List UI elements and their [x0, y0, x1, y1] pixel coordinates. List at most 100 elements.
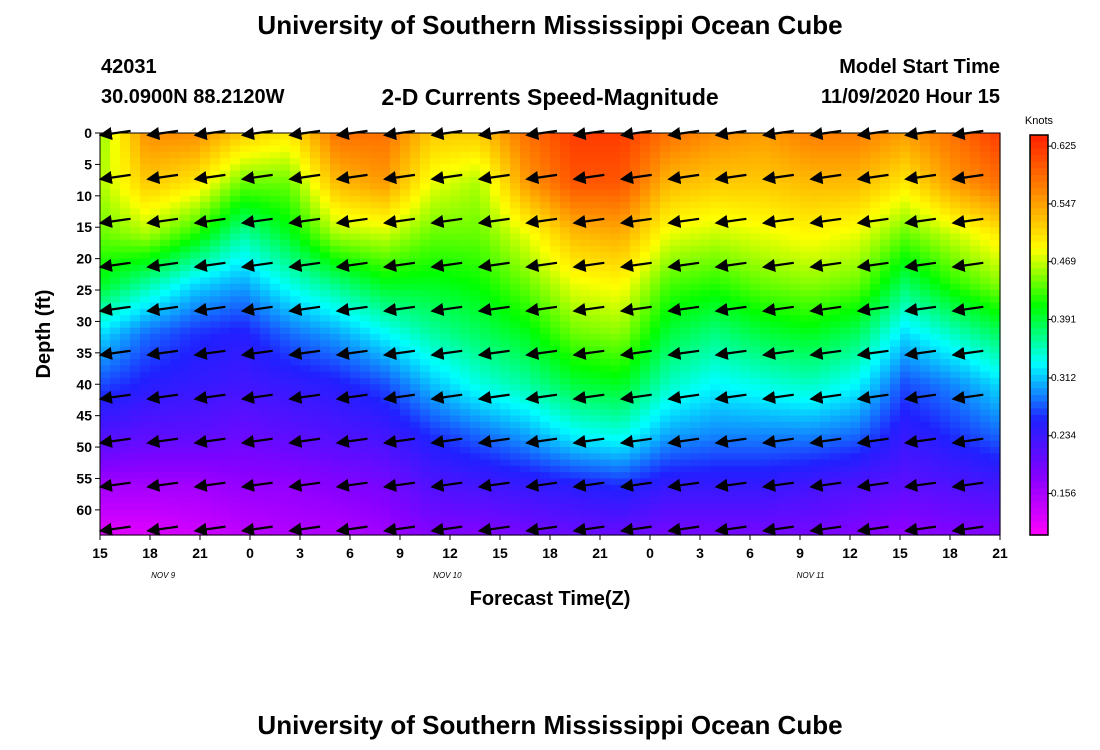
heatmap-cell: [290, 145, 301, 153]
heatmap-cell: [970, 472, 981, 480]
heatmap-cell: [100, 139, 111, 147]
heatmap-cell: [940, 403, 951, 410]
heatmap-cell: [820, 428, 831, 436]
heatmap-cell: [220, 271, 231, 279]
heatmap-cell: [840, 315, 851, 323]
heatmap-cell: [430, 421, 441, 429]
heatmap-cell: [860, 145, 871, 153]
heatmap-cell: [920, 170, 931, 178]
heatmap-cell: [400, 428, 411, 436]
heatmap-cell: [480, 151, 491, 159]
heatmap-cell: [760, 252, 771, 260]
heatmap-cell: [910, 472, 921, 480]
heatmap-cell: [360, 233, 371, 241]
heatmap-cell: [650, 302, 661, 310]
heatmap-cell: [680, 139, 691, 147]
heatmap-cell: [420, 352, 431, 360]
heatmap-cell: [120, 158, 131, 166]
heatmap-cell: [310, 202, 321, 209]
heatmap-cell: [460, 428, 471, 436]
heatmap-cell: [520, 334, 531, 341]
heatmap-cell: [650, 428, 661, 436]
heatmap-cell: [730, 327, 741, 335]
heatmap-cell: [620, 384, 631, 392]
heatmap-cell: [880, 170, 891, 178]
heatmap-cell: [490, 220, 501, 228]
heatmap-cell: [950, 283, 961, 291]
heatmap-cell: [400, 421, 411, 429]
heatmap-cell: [610, 195, 621, 203]
heatmap-cell: [230, 151, 241, 159]
heatmap-cell: [270, 151, 281, 159]
heatmap-cell: [430, 170, 441, 178]
heatmap-cell: [780, 447, 791, 454]
heatmap-cell: [990, 296, 1001, 304]
heatmap-cell: [650, 139, 661, 147]
heatmap-cell: [290, 340, 301, 348]
heatmap-cell: [590, 164, 601, 172]
heatmap-cell: [770, 384, 781, 392]
heatmap-cell: [460, 365, 471, 373]
heatmap-cell: [570, 202, 581, 209]
heatmap-cell: [430, 208, 441, 216]
heatmap-cell: [170, 277, 181, 285]
heatmap-cell: [180, 283, 191, 291]
heatmap-cell: [240, 296, 251, 304]
heatmap-cell: [430, 283, 441, 291]
heatmap-cell: [280, 459, 291, 467]
heatmap-cell: [930, 365, 941, 373]
heatmap-cell: [120, 264, 131, 272]
heatmap-cell: [510, 390, 521, 398]
heatmap-cell: [900, 214, 911, 222]
heatmap-cell: [210, 252, 221, 260]
heatmap-cell: [830, 465, 841, 473]
heatmap-cell: [530, 164, 541, 172]
heatmap-cell: [730, 283, 741, 291]
heatmap-cell: [180, 415, 191, 423]
heatmap-cell: [660, 158, 671, 166]
heatmap-cell: [320, 453, 331, 461]
heatmap-cell: [250, 252, 261, 260]
heatmap-cell: [270, 246, 281, 253]
heatmap-cell: [370, 170, 381, 178]
heatmap-cell: [110, 415, 121, 423]
heatmap-cell: [750, 271, 761, 279]
heatmap-cell: [210, 315, 221, 323]
heatmap-cell: [450, 183, 461, 191]
heatmap-cell: [630, 308, 641, 316]
heatmap-cell: [480, 472, 491, 480]
heatmap-cell: [120, 315, 131, 323]
heatmap-cell: [430, 271, 441, 279]
heatmap-cell: [490, 227, 501, 235]
heatmap-cell: [970, 277, 981, 285]
heatmap-cell: [500, 214, 511, 222]
heatmap-cell: [390, 403, 401, 410]
heatmap-cell: [250, 384, 261, 392]
heatmap-cell: [340, 421, 351, 429]
chart-name: 2-D Currents Speed-Magnitude: [381, 84, 719, 110]
heatmap-cell: [380, 296, 391, 304]
heatmap-cell: [940, 346, 951, 354]
heatmap-cell: [890, 170, 901, 178]
heatmap-cell: [690, 390, 701, 398]
heatmap-cell: [450, 296, 461, 304]
heatmap-cell: [950, 415, 961, 423]
heatmap-cell: [880, 139, 891, 147]
heatmap-cell: [380, 346, 391, 354]
heatmap-cell: [500, 447, 511, 454]
heatmap-cell: [490, 239, 501, 247]
heatmap-cell: [170, 290, 181, 297]
heatmap-cell: [560, 459, 571, 467]
heatmap-cell: [160, 264, 171, 272]
heatmap-cell: [790, 170, 801, 178]
heatmap-cell: [520, 315, 531, 323]
heatmap-cell: [100, 447, 111, 454]
heatmap-cell: [940, 465, 951, 473]
heatmap-cell: [510, 277, 521, 285]
heatmap-cell: [910, 139, 921, 147]
heatmap-cell: [210, 202, 221, 209]
heatmap-cell: [110, 371, 121, 379]
heatmap-cell: [250, 421, 261, 429]
heatmap-cell: [530, 189, 541, 197]
heatmap-cell: [170, 384, 181, 392]
